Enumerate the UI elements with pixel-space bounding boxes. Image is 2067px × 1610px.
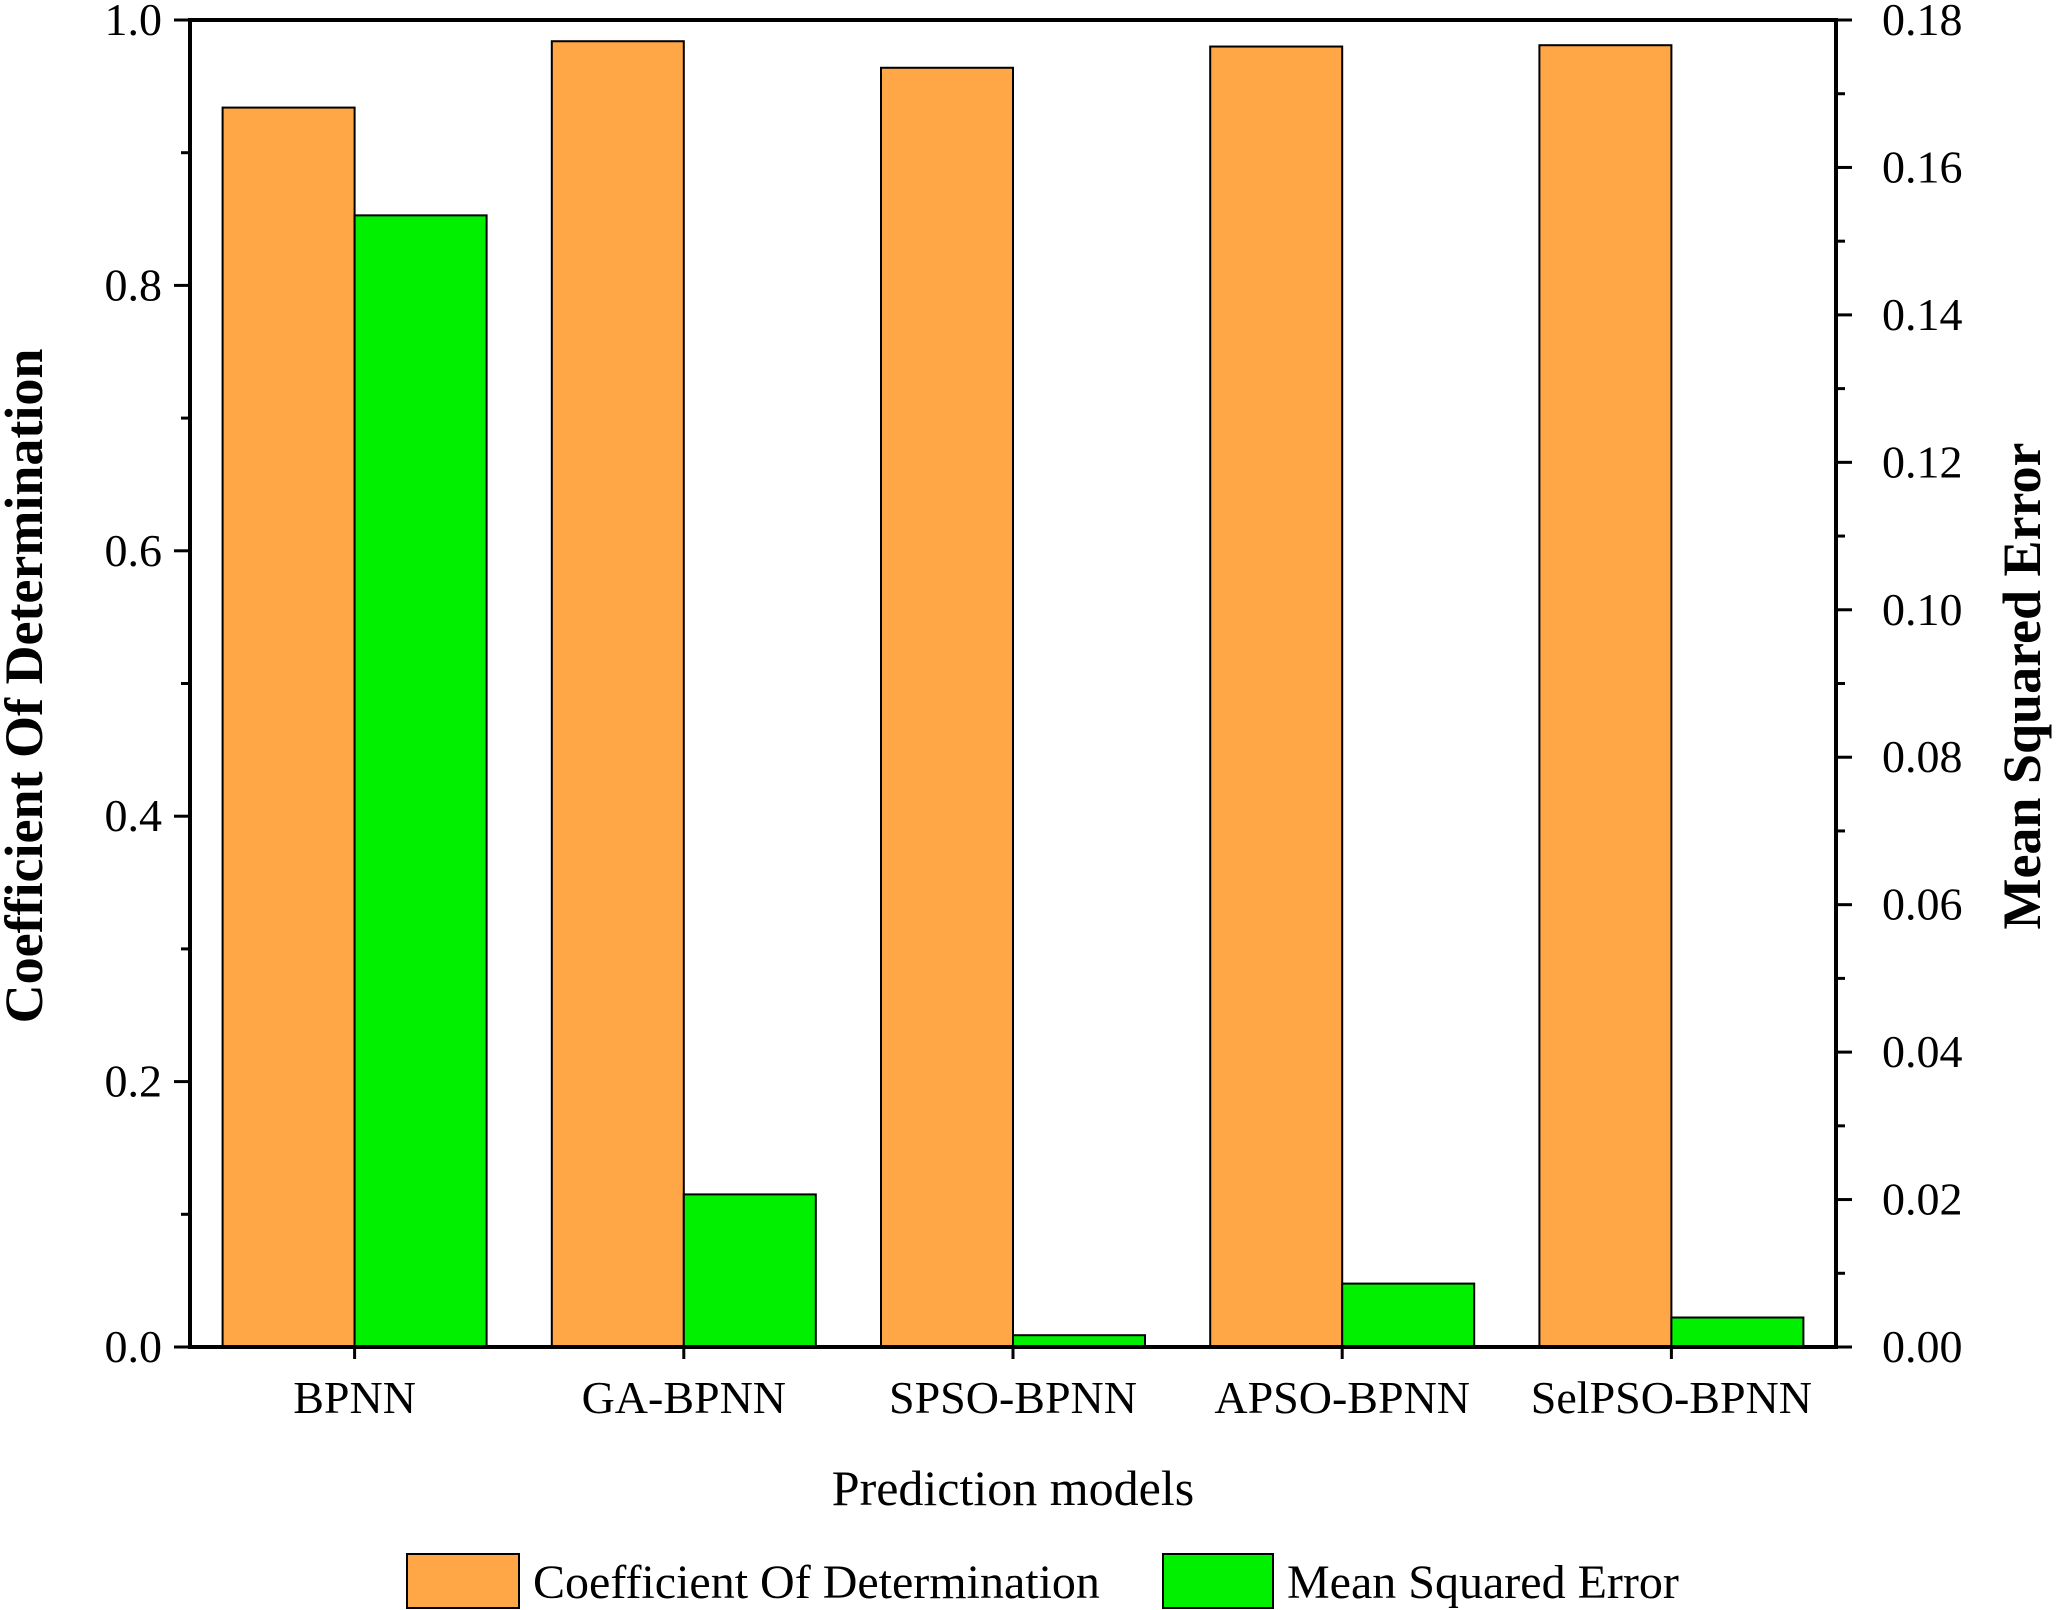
x-tick-label: GA-BPNN bbox=[582, 1372, 786, 1423]
x-tick-label: SelPSO-BPNN bbox=[1531, 1372, 1812, 1423]
y2-tick-label: 0.06 bbox=[1882, 879, 1963, 930]
y-tick-label: 0.8 bbox=[105, 259, 163, 310]
y2-tick-label: 0.08 bbox=[1882, 731, 1963, 782]
y2-tick-label: 0.10 bbox=[1882, 584, 1963, 635]
y2-tick-label: 0.12 bbox=[1882, 436, 1963, 487]
ticks-group: BPNN GA-BPNN SPSO-BPNN APSO-BPNN SelPSO-BPNN… bbox=[105, 0, 1963, 1423]
y-tick-label: 0.4 bbox=[105, 790, 163, 841]
y2-tick-label: 0.16 bbox=[1882, 141, 1963, 192]
x-tick-label: BPNN bbox=[293, 1372, 416, 1423]
legend-swatch-r2 bbox=[406, 1553, 520, 1609]
x-axis-title: Prediction models bbox=[832, 1460, 1194, 1516]
y2-tick-label: 0.18 bbox=[1882, 0, 1963, 45]
legend-label-r2: Coefficient Of Determination bbox=[533, 1556, 1100, 1609]
bar-r2-apso-bpnn bbox=[1209, 45, 1344, 1348]
y-tick-label: 0.6 bbox=[105, 525, 163, 576]
bar-r2-bpnn bbox=[221, 106, 356, 1348]
x-tick-label: APSO-BPNN bbox=[1214, 1372, 1470, 1423]
bar-mse-selpso-bpnn bbox=[1670, 1316, 1805, 1348]
y2-tick-label: 0.00 bbox=[1882, 1321, 1963, 1372]
bar-mse-apso-bpnn bbox=[1341, 1282, 1476, 1348]
bar-r2-selpso-bpnn bbox=[1538, 44, 1673, 1348]
legend-label-mse: Mean Squared Error bbox=[1287, 1556, 1679, 1609]
legend: Coefficient Of Determination Mean Square… bbox=[406, 1553, 1679, 1609]
bars-group bbox=[221, 40, 1805, 1349]
y2-tick-label: 0.04 bbox=[1882, 1026, 1963, 1077]
bar-r2-ga-bpnn bbox=[550, 40, 685, 1348]
y-tick-label: 0.0 bbox=[105, 1321, 163, 1372]
y2-axis-title: Mean Squared Error bbox=[1992, 442, 2052, 929]
y2-tick-label: 0.14 bbox=[1882, 289, 1963, 340]
y-axis-title: Coefficient Of Determination bbox=[0, 349, 54, 1024]
bar-mse-ga-bpnn bbox=[682, 1193, 817, 1349]
x-tick-label: SPSO-BPNN bbox=[889, 1372, 1137, 1423]
y2-tick-label: 0.02 bbox=[1882, 1174, 1963, 1225]
y-tick-label: 1.0 bbox=[105, 0, 163, 45]
y-tick-label: 0.2 bbox=[105, 1056, 163, 1107]
bar-r2-spso-bpnn bbox=[880, 66, 1014, 1349]
bar-mse-bpnn bbox=[353, 214, 488, 1348]
legend-swatch-mse bbox=[1162, 1553, 1274, 1609]
